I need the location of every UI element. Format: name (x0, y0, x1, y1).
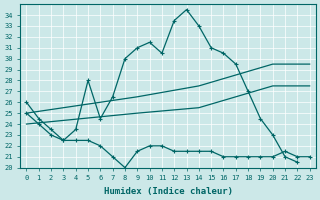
X-axis label: Humidex (Indice chaleur): Humidex (Indice chaleur) (104, 187, 233, 196)
